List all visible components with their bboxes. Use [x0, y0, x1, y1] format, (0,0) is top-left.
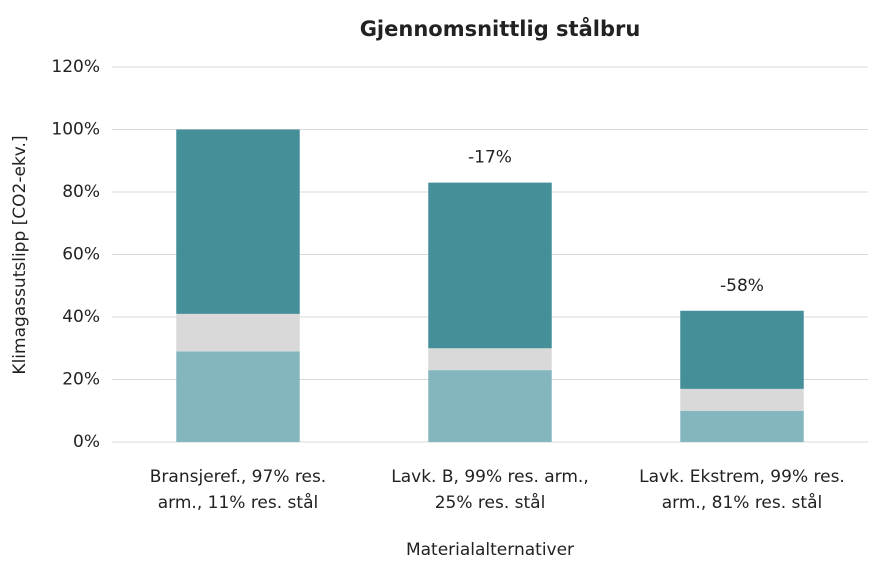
bar-segment	[428, 182, 552, 349]
x-axis-label: Materialalternativer	[406, 540, 574, 560]
y-tick-label: 80%	[62, 182, 100, 202]
x-tick-label: Bransjeref., 97% res. arm., 11% res. stål	[150, 467, 326, 513]
bar-segment	[680, 310, 804, 389]
y-tick-label: 100%	[51, 120, 100, 140]
x-tick-label: Lavk. Ekstrem, 99% res. arm., 81% res. st…	[639, 467, 845, 513]
y-tick-label: 120%	[51, 57, 100, 77]
bar-segment	[176, 129, 300, 314]
bar-segment	[428, 348, 552, 371]
bar-segment	[428, 370, 552, 442]
bar-segment	[176, 313, 300, 352]
y-tick-label: 0%	[73, 432, 100, 452]
bar-segment	[176, 351, 300, 442]
bar-segment	[680, 388, 804, 411]
x-tick-label: Lavk. B, 99% res. arm., 25% res. stål	[391, 467, 588, 513]
y-tick-label: 60%	[62, 245, 100, 265]
y-axis-label: Klimagassutslipp [CO2-ekv.]	[10, 135, 30, 374]
chart-title: Gjennomsnittlig stålbru	[360, 16, 641, 41]
y-tick-label: 20%	[62, 370, 100, 390]
y-tick-label: 40%	[62, 307, 100, 327]
bar-annotation: -58%	[720, 276, 764, 296]
bar-annotation: -17%	[468, 148, 512, 168]
bar-segment	[680, 410, 804, 442]
